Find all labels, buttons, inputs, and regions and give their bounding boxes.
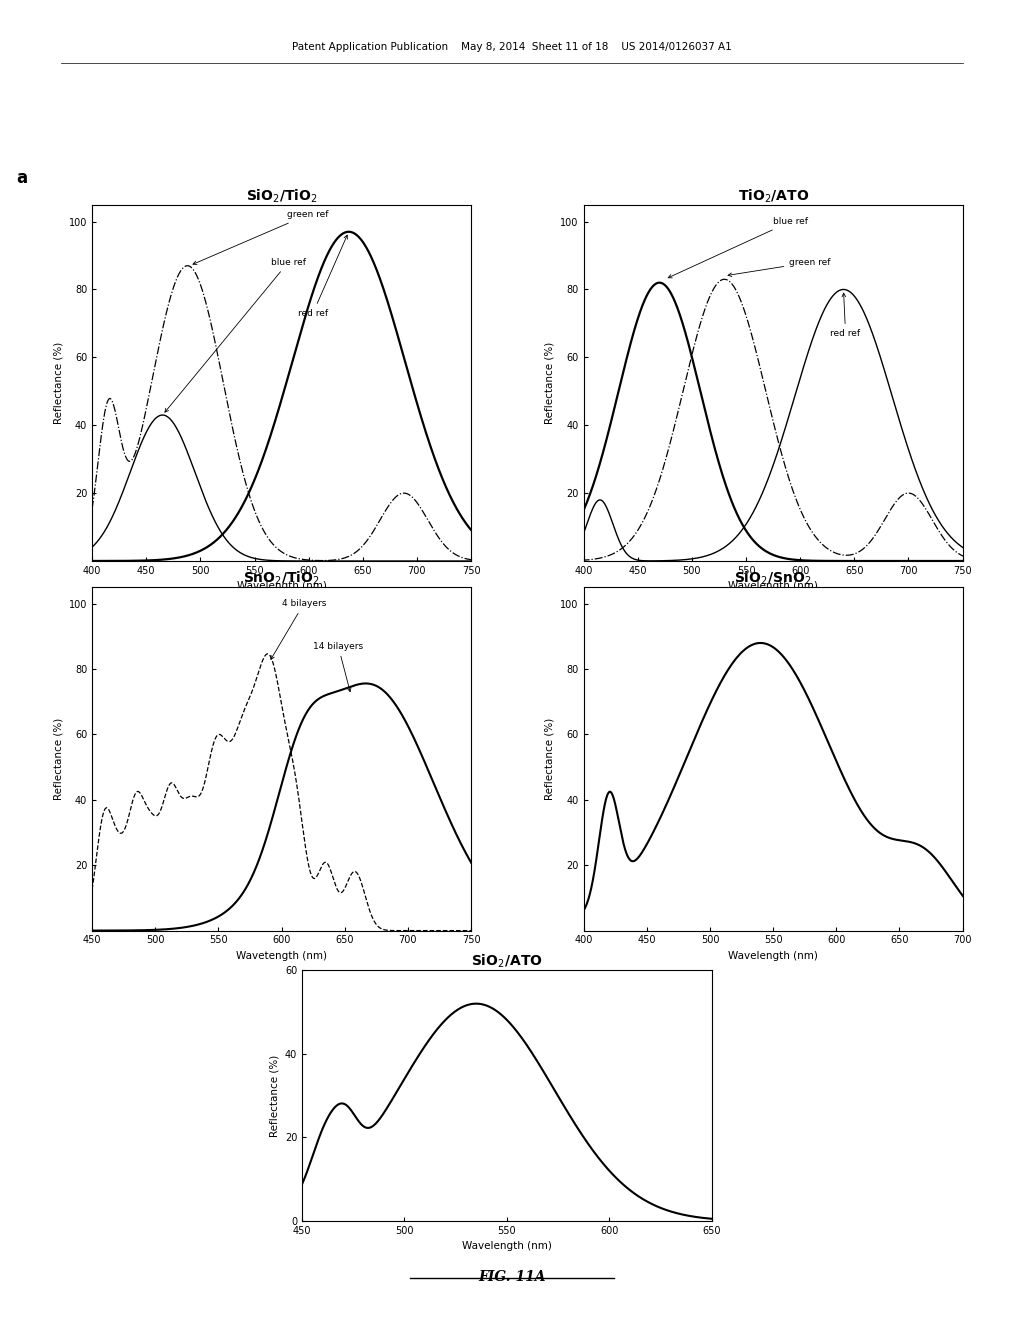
Y-axis label: Reflectance (%): Reflectance (%) bbox=[545, 342, 555, 424]
Title: SiO$_2$/ATO: SiO$_2$/ATO bbox=[471, 953, 543, 970]
Text: Patent Application Publication    May 8, 2014  Sheet 11 of 18    US 2014/0126037: Patent Application Publication May 8, 20… bbox=[292, 42, 732, 53]
Y-axis label: Reflectance (%): Reflectance (%) bbox=[269, 1055, 280, 1137]
Text: 4 bilayers: 4 bilayers bbox=[271, 599, 326, 660]
Text: green ref: green ref bbox=[728, 257, 830, 276]
Text: green ref: green ref bbox=[193, 210, 329, 264]
Y-axis label: Reflectance (%): Reflectance (%) bbox=[53, 342, 63, 424]
Title: SiO$_2$/TiO$_2$: SiO$_2$/TiO$_2$ bbox=[246, 187, 317, 205]
Text: FIG. 11A: FIG. 11A bbox=[478, 1270, 546, 1284]
Y-axis label: Reflectance (%): Reflectance (%) bbox=[545, 718, 555, 800]
Title: TiO$_2$/ATO: TiO$_2$/ATO bbox=[737, 187, 809, 205]
Title: SnO$_2$/TiO$_2$: SnO$_2$/TiO$_2$ bbox=[243, 570, 321, 587]
Text: red ref: red ref bbox=[830, 293, 860, 338]
Text: a: a bbox=[16, 169, 28, 187]
Text: red ref: red ref bbox=[298, 235, 347, 318]
Text: 14 bilayers: 14 bilayers bbox=[313, 642, 364, 692]
X-axis label: Wavelength (nm): Wavelength (nm) bbox=[728, 581, 818, 591]
X-axis label: Wavelength (nm): Wavelength (nm) bbox=[237, 581, 327, 591]
Text: blue ref: blue ref bbox=[165, 257, 306, 412]
X-axis label: Wavelength (nm): Wavelength (nm) bbox=[462, 1241, 552, 1251]
X-axis label: Wavetength (nm): Wavetength (nm) bbox=[237, 950, 327, 961]
Title: SiO$_2$/SnO$_2$: SiO$_2$/SnO$_2$ bbox=[734, 570, 812, 587]
Text: blue ref: blue ref bbox=[669, 216, 808, 279]
Y-axis label: Reflectance (%): Reflectance (%) bbox=[53, 718, 63, 800]
X-axis label: Wavelength (nm): Wavelength (nm) bbox=[728, 950, 818, 961]
